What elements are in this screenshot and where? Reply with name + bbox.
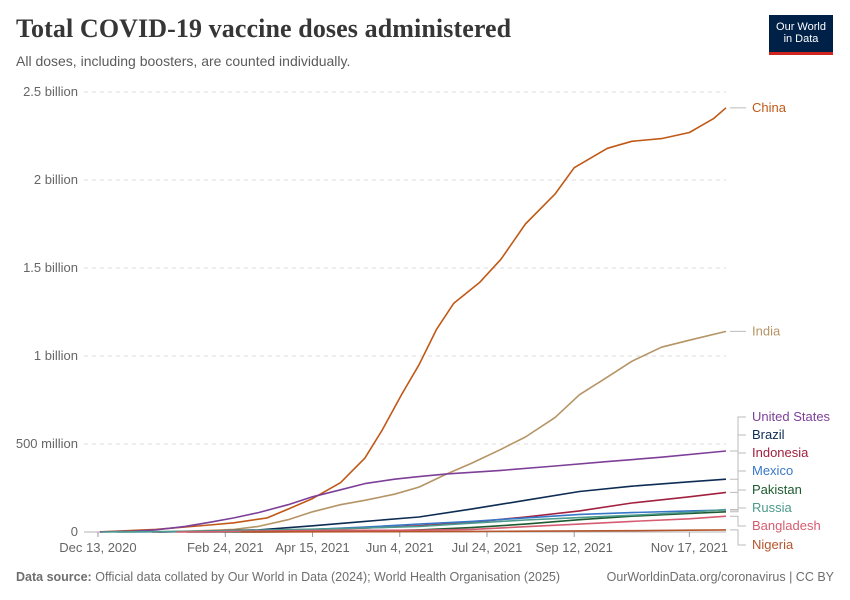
owid-logo[interactable]: Our World in Data [769,15,833,55]
x-tick-label: Jul 24, 2021 [452,540,523,555]
legend-connector-united-states [730,416,746,452]
legend-label-united-states: United States [752,409,831,424]
x-tick-label: Feb 24, 2021 [187,540,264,555]
source-label: Data source: [16,570,92,584]
legend-label-pakistan: Pakistan [752,482,802,497]
series-line-nigeria [240,529,727,533]
legend-label-brazil: Brazil [752,427,785,442]
legend-connector-pakistan [730,489,746,513]
legend-label-bangladesh: Bangladesh [752,518,821,533]
x-tick-label: Sep 12, 2021 [536,540,613,555]
x-tick-label: Apr 15, 2021 [275,540,349,555]
y-tick-label: 500 million [16,436,78,451]
legend-label-nigeria: Nigeria [752,537,794,552]
series-line-united-states [99,450,727,533]
legend-connector-nigeria [730,529,746,546]
legend-connector-bangladesh [730,515,746,527]
legend-label-indonesia: Indonesia [752,445,809,460]
series-line-china [101,107,727,533]
footer-source: Data source: Official data collated by O… [16,570,560,584]
logo-line-2: in Data [783,33,819,45]
y-tick-label: 1 billion [34,348,78,363]
legend-connector-russia [730,507,746,510]
legend-label-china: China [752,100,787,115]
x-tick-label: Jun 4, 2021 [366,540,434,555]
y-tick-label: 1.5 billion [23,260,78,275]
x-tick-label: Dec 13, 2020 [59,540,136,555]
chart-subtitle: All doses, including boosters, are count… [16,53,351,69]
legend-label-russia: Russia [752,500,793,515]
chart-title: Total COVID-19 vaccine doses administere… [16,14,512,43]
y-tick-label: 2 billion [34,172,78,187]
source-text: Official data collated by Our World in D… [95,570,561,584]
y-tick-label: 0 [71,524,78,539]
legend-label-india: India [752,323,781,338]
y-tick-label: 2.5 billion [23,84,78,99]
legend-label-mexico: Mexico [752,463,793,478]
x-tick-label: Nov 17, 2021 [651,540,728,555]
logo-line-1: Our World [776,21,826,33]
footer-link[interactable]: OurWorldinData.org/coronavirus | CC BY [606,570,834,584]
